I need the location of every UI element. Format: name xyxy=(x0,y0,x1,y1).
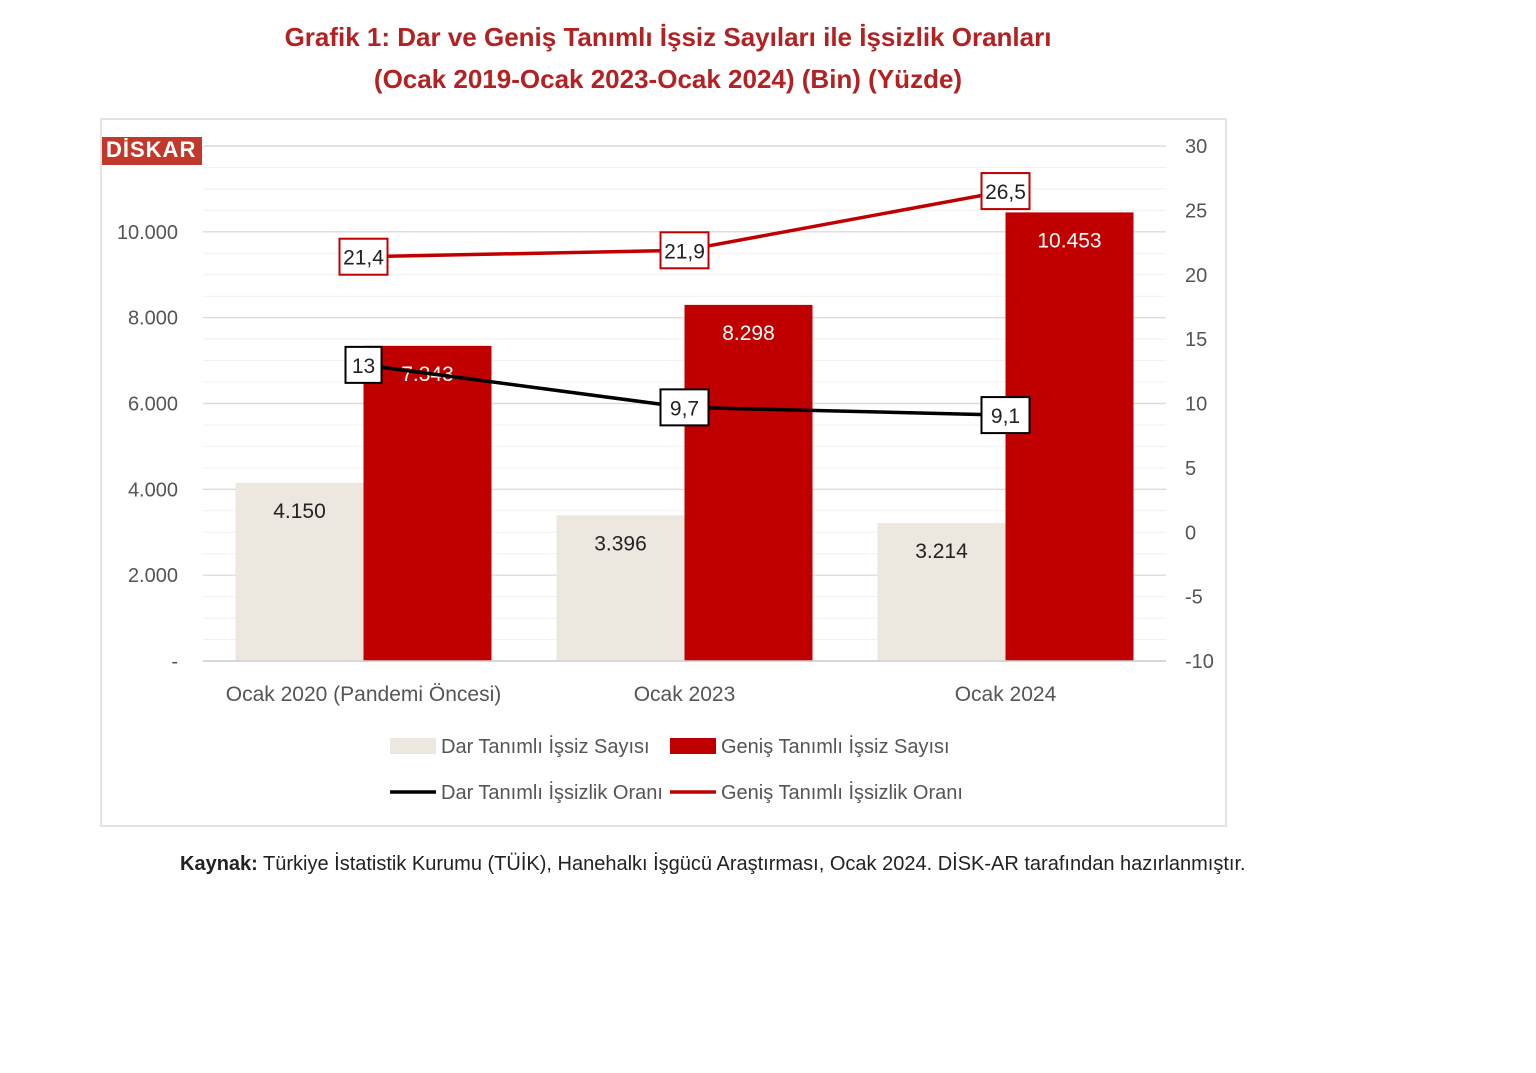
legend-genis-bar-label: Geniş Tanımlı İşsiz Sayısı xyxy=(721,735,950,758)
legend-genis-line-label: Geniş Tanımlı İşsizlik Oranı xyxy=(721,781,963,804)
source-label: Kaynak: xyxy=(180,853,258,875)
x-tick-label: Ocak 2023 xyxy=(634,683,736,706)
genis-rate-label-box xyxy=(659,231,710,270)
y-right-tick-label: 10 xyxy=(1185,394,1207,416)
y-right-tick-label: -10 xyxy=(1185,651,1214,673)
chart-title-line1: Grafik 1: Dar ve Geniş Tanımlı İşsiz Say… xyxy=(284,22,1052,52)
y-right-tick-label: 20 xyxy=(1185,265,1207,287)
y-right-tick-label: 15 xyxy=(1185,329,1207,351)
legend-dar-bar-label: Dar Tanımlı İşsiz Sayısı xyxy=(441,735,650,758)
source-note: Kaynak: Türkiye İstatistik Kurumu (TÜİK)… xyxy=(180,853,1246,876)
genis-rate-label: 26,5 xyxy=(985,181,1026,204)
diskar-logo: DİSKAR xyxy=(102,137,202,165)
genis-rate-label-box xyxy=(338,237,389,276)
y-left-tick-label: 6.000 xyxy=(128,394,178,416)
dar-rate-label: 9,1 xyxy=(991,405,1020,428)
y-left-tick-label: 4.000 xyxy=(128,479,178,501)
dar-rate-label-box xyxy=(344,345,383,384)
dar-rate-label-box xyxy=(980,396,1031,435)
x-tick-label: Ocak 2024 xyxy=(955,683,1057,706)
genis-bar xyxy=(1005,212,1134,661)
y-right-tick-label: -5 xyxy=(1185,587,1203,609)
genis-rate-label-box xyxy=(980,172,1031,211)
dar-bar-label: 3.396 xyxy=(594,532,647,555)
y-right-tick-label: 30 xyxy=(1185,136,1207,158)
y-right-tick-label: 5 xyxy=(1185,458,1196,480)
genis-rate-label: 21,4 xyxy=(343,247,384,270)
genis-bar-label: 8.298 xyxy=(722,322,775,345)
dar-bar xyxy=(556,515,685,661)
logo-text: DİSKAR xyxy=(106,137,197,162)
legend-dar-bar-swatch xyxy=(390,738,436,754)
x-tick-label: Ocak 2020 (Pandemi Öncesi) xyxy=(226,683,501,706)
legend-dar-line-label: Dar Tanımlı İşsizlik Oranı xyxy=(441,781,663,804)
genis-bar xyxy=(363,345,492,661)
dar-bar xyxy=(877,523,1006,661)
y-right-tick-label: 25 xyxy=(1185,200,1207,222)
y-left-tick-label: 10.000 xyxy=(117,222,178,244)
genis-bar-label: 10.453 xyxy=(1037,229,1101,252)
y-left-tick-label: 8.000 xyxy=(128,308,178,330)
dar-bar-label: 3.214 xyxy=(915,540,968,563)
y-right-tick-label: 0 xyxy=(1185,522,1196,544)
y-left-tick-label: - xyxy=(171,651,178,673)
legend-genis-bar-swatch xyxy=(670,738,716,754)
dar-rate-label: 13 xyxy=(352,355,375,378)
dar-bar-label: 4.150 xyxy=(273,500,326,523)
genis-bar xyxy=(684,304,813,661)
dar-rate-label: 9,7 xyxy=(670,397,699,420)
dar-bar xyxy=(235,482,364,661)
chart-title-line2: (Ocak 2019-Ocak 2023-Ocak 2024) (Bin) (Y… xyxy=(373,64,963,94)
genis-rate-label: 21,9 xyxy=(664,240,705,263)
y-left-tick-label: 2.000 xyxy=(128,565,178,587)
source-text: Türkiye İstatistik Kurumu (TÜİK), Haneha… xyxy=(263,853,1246,875)
dar-rate-label-box xyxy=(659,388,710,427)
